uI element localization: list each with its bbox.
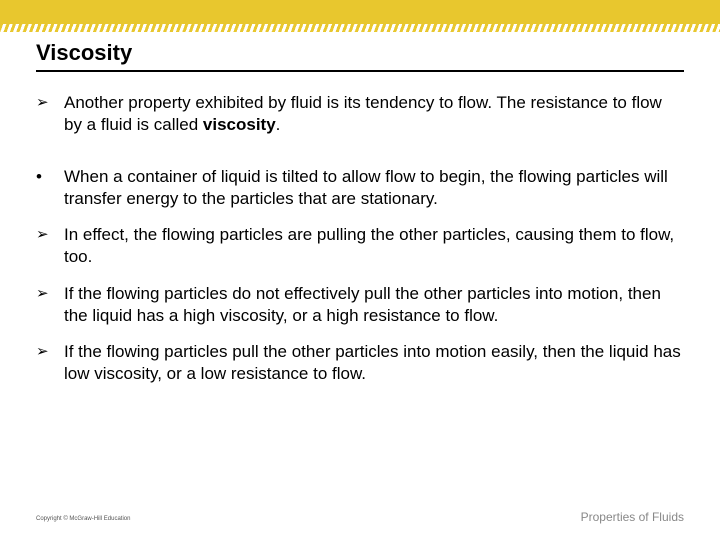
arrow-icon: ➢ xyxy=(36,224,64,268)
bullet-list: ➢Another property exhibited by fluid is … xyxy=(36,92,684,385)
bullet-text: If the flowing particles pull the other … xyxy=(64,341,684,385)
bullet-text: Another property exhibited by fluid is i… xyxy=(64,92,684,136)
bullet-text-pre: In effect, the flowing particles are pul… xyxy=(64,225,674,266)
bullet-text-pre: If the flowing particles do not effectiv… xyxy=(64,284,661,325)
bullet-item: ➢Another property exhibited by fluid is … xyxy=(36,92,684,136)
arrow-icon: ➢ xyxy=(36,341,64,385)
bullet-text-pre: Another property exhibited by fluid is i… xyxy=(64,93,662,134)
arrow-icon: ➢ xyxy=(36,283,64,327)
arrow-icon: ➢ xyxy=(36,92,64,136)
footer-label: Properties of Fluids xyxy=(581,510,684,524)
bullet-text-pre: If the flowing particles pull the other … xyxy=(64,342,681,383)
dot-icon: • xyxy=(36,166,64,210)
header-accent-bar xyxy=(0,0,720,24)
bullet-item: ➢If the flowing particles do not effecti… xyxy=(36,283,684,327)
bullet-text-post: . xyxy=(276,115,281,134)
bullet-text: If the flowing particles do not effectiv… xyxy=(64,283,684,327)
header-hatch-bar xyxy=(0,24,720,32)
bullet-text: In effect, the flowing particles are pul… xyxy=(64,224,684,268)
slide-content: Viscosity ➢Another property exhibited by… xyxy=(0,32,720,385)
title-underline xyxy=(36,70,684,72)
copyright-text: Copyright © McGraw-Hill Education xyxy=(36,516,130,522)
bullet-text-pre: When a container of liquid is tilted to … xyxy=(64,167,668,208)
bullet-text-bold: viscosity xyxy=(203,115,276,134)
bullet-item: ➢In effect, the flowing particles are pu… xyxy=(36,224,684,268)
slide-title: Viscosity xyxy=(36,40,684,66)
bullet-text: When a container of liquid is tilted to … xyxy=(64,166,684,210)
bullet-item: •When a container of liquid is tilted to… xyxy=(36,166,684,210)
bullet-item: ➢If the flowing particles pull the other… xyxy=(36,341,684,385)
